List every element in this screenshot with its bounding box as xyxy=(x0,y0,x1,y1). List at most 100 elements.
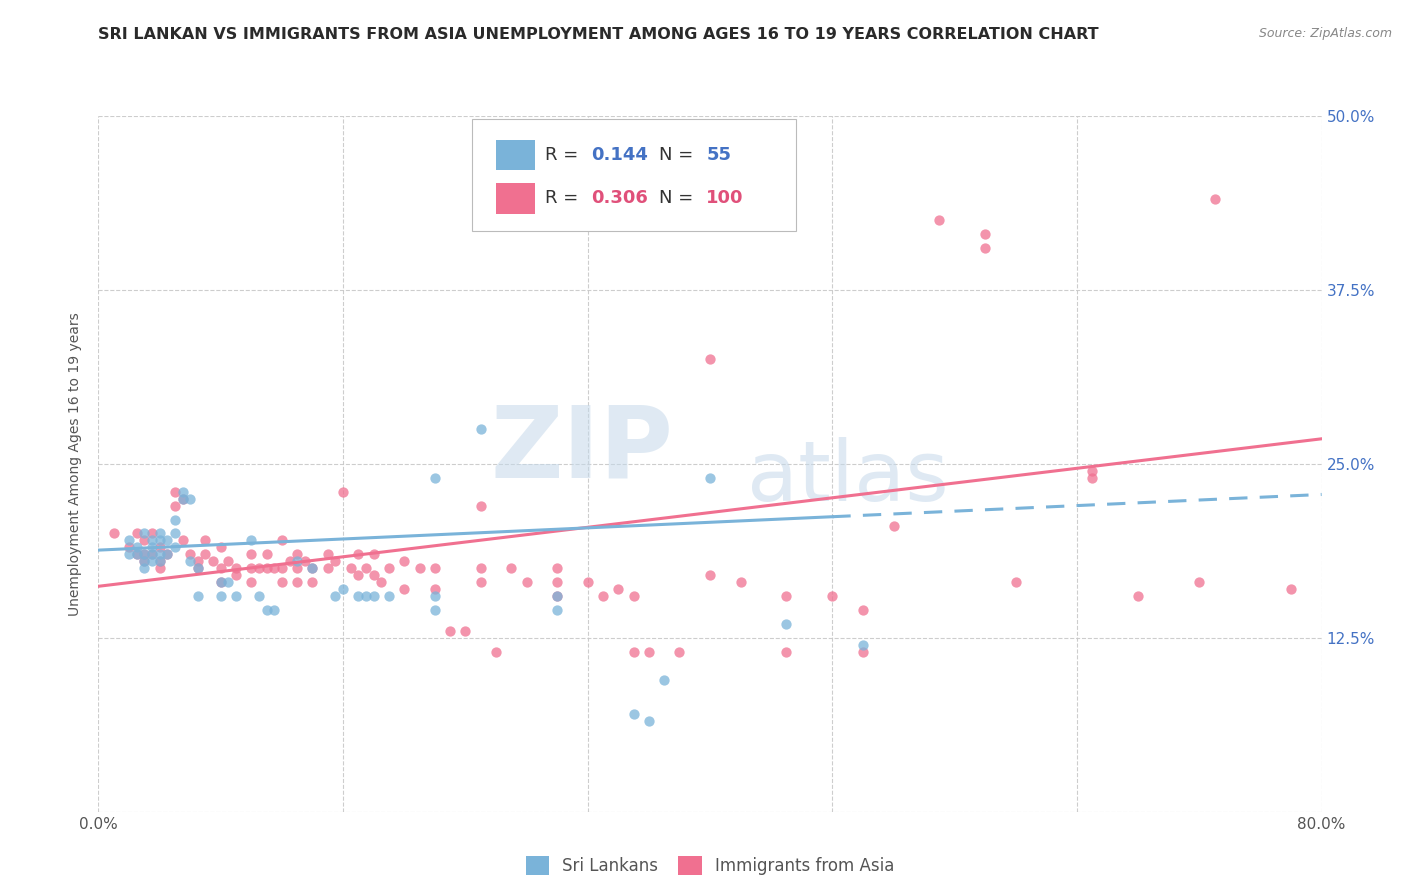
Point xyxy=(470,575,492,590)
Point xyxy=(163,499,186,513)
Point xyxy=(217,575,239,590)
Point xyxy=(134,526,156,541)
Point xyxy=(187,589,209,603)
Point xyxy=(179,491,201,506)
Point xyxy=(652,673,675,687)
Point xyxy=(623,645,645,659)
Point xyxy=(240,533,263,548)
Point xyxy=(240,561,263,575)
Point xyxy=(325,589,347,603)
Point xyxy=(974,241,997,255)
Point xyxy=(149,526,172,541)
Point xyxy=(156,547,179,561)
Point xyxy=(263,603,285,617)
Point xyxy=(1128,589,1150,603)
Point xyxy=(225,561,247,575)
Point xyxy=(149,554,172,568)
FancyBboxPatch shape xyxy=(496,184,536,213)
Point xyxy=(134,547,156,561)
Point xyxy=(454,624,477,638)
Point xyxy=(141,526,163,541)
Point xyxy=(339,561,361,575)
Point xyxy=(172,484,194,499)
Point xyxy=(347,568,370,582)
Point xyxy=(928,213,950,227)
Point xyxy=(194,533,217,548)
Point xyxy=(209,575,232,590)
Point xyxy=(332,484,354,499)
Point xyxy=(285,561,308,575)
Point xyxy=(285,554,308,568)
Point xyxy=(347,547,370,561)
Point xyxy=(247,561,270,575)
Point xyxy=(592,589,614,603)
Point xyxy=(149,554,172,568)
Point xyxy=(974,227,997,242)
Point xyxy=(699,471,721,485)
Point xyxy=(118,541,141,555)
Text: 100: 100 xyxy=(706,189,744,208)
Point xyxy=(1004,575,1026,590)
Point xyxy=(470,561,492,575)
Point xyxy=(172,491,194,506)
Point xyxy=(125,547,148,561)
Point xyxy=(470,499,492,513)
Point xyxy=(240,575,263,590)
Point xyxy=(1204,193,1226,207)
Point xyxy=(730,575,752,590)
Point xyxy=(821,589,844,603)
Point xyxy=(103,526,125,541)
Point xyxy=(378,561,401,575)
Point xyxy=(209,561,232,575)
Point xyxy=(285,547,308,561)
Point xyxy=(546,589,568,603)
Point xyxy=(209,541,232,555)
Point xyxy=(256,603,278,617)
Point xyxy=(623,707,645,722)
Legend: Sri Lankans, Immigrants from Asia: Sri Lankans, Immigrants from Asia xyxy=(517,847,903,883)
Point xyxy=(209,575,232,590)
Point xyxy=(141,533,163,548)
Point xyxy=(134,533,156,548)
Point xyxy=(285,575,308,590)
Point xyxy=(163,526,186,541)
Point xyxy=(278,554,301,568)
Point xyxy=(156,533,179,548)
Point xyxy=(225,568,247,582)
Point xyxy=(163,484,186,499)
Point xyxy=(316,547,339,561)
Point xyxy=(149,541,172,555)
Point xyxy=(470,422,492,436)
Text: 0.144: 0.144 xyxy=(592,145,648,163)
Point xyxy=(141,554,163,568)
Point xyxy=(607,582,630,596)
Point xyxy=(187,561,209,575)
Point xyxy=(423,471,446,485)
Point xyxy=(546,561,568,575)
Point xyxy=(270,561,292,575)
Point xyxy=(668,645,690,659)
Text: R =: R = xyxy=(546,145,583,163)
Point xyxy=(270,575,292,590)
Point xyxy=(179,554,201,568)
Point xyxy=(354,561,377,575)
Point xyxy=(294,554,316,568)
Text: Source: ZipAtlas.com: Source: ZipAtlas.com xyxy=(1258,27,1392,40)
Point xyxy=(163,541,186,555)
Point xyxy=(363,589,385,603)
Point xyxy=(378,589,401,603)
Point xyxy=(775,645,797,659)
Point xyxy=(546,603,568,617)
Point xyxy=(363,568,385,582)
Point xyxy=(325,554,347,568)
Point xyxy=(134,554,156,568)
Point xyxy=(141,541,163,555)
Text: N =: N = xyxy=(658,189,699,208)
Point xyxy=(423,561,446,575)
Point xyxy=(637,645,661,659)
Text: R =: R = xyxy=(546,189,583,208)
Point xyxy=(423,603,446,617)
Point xyxy=(118,533,141,548)
Point xyxy=(347,589,370,603)
Point xyxy=(187,554,209,568)
